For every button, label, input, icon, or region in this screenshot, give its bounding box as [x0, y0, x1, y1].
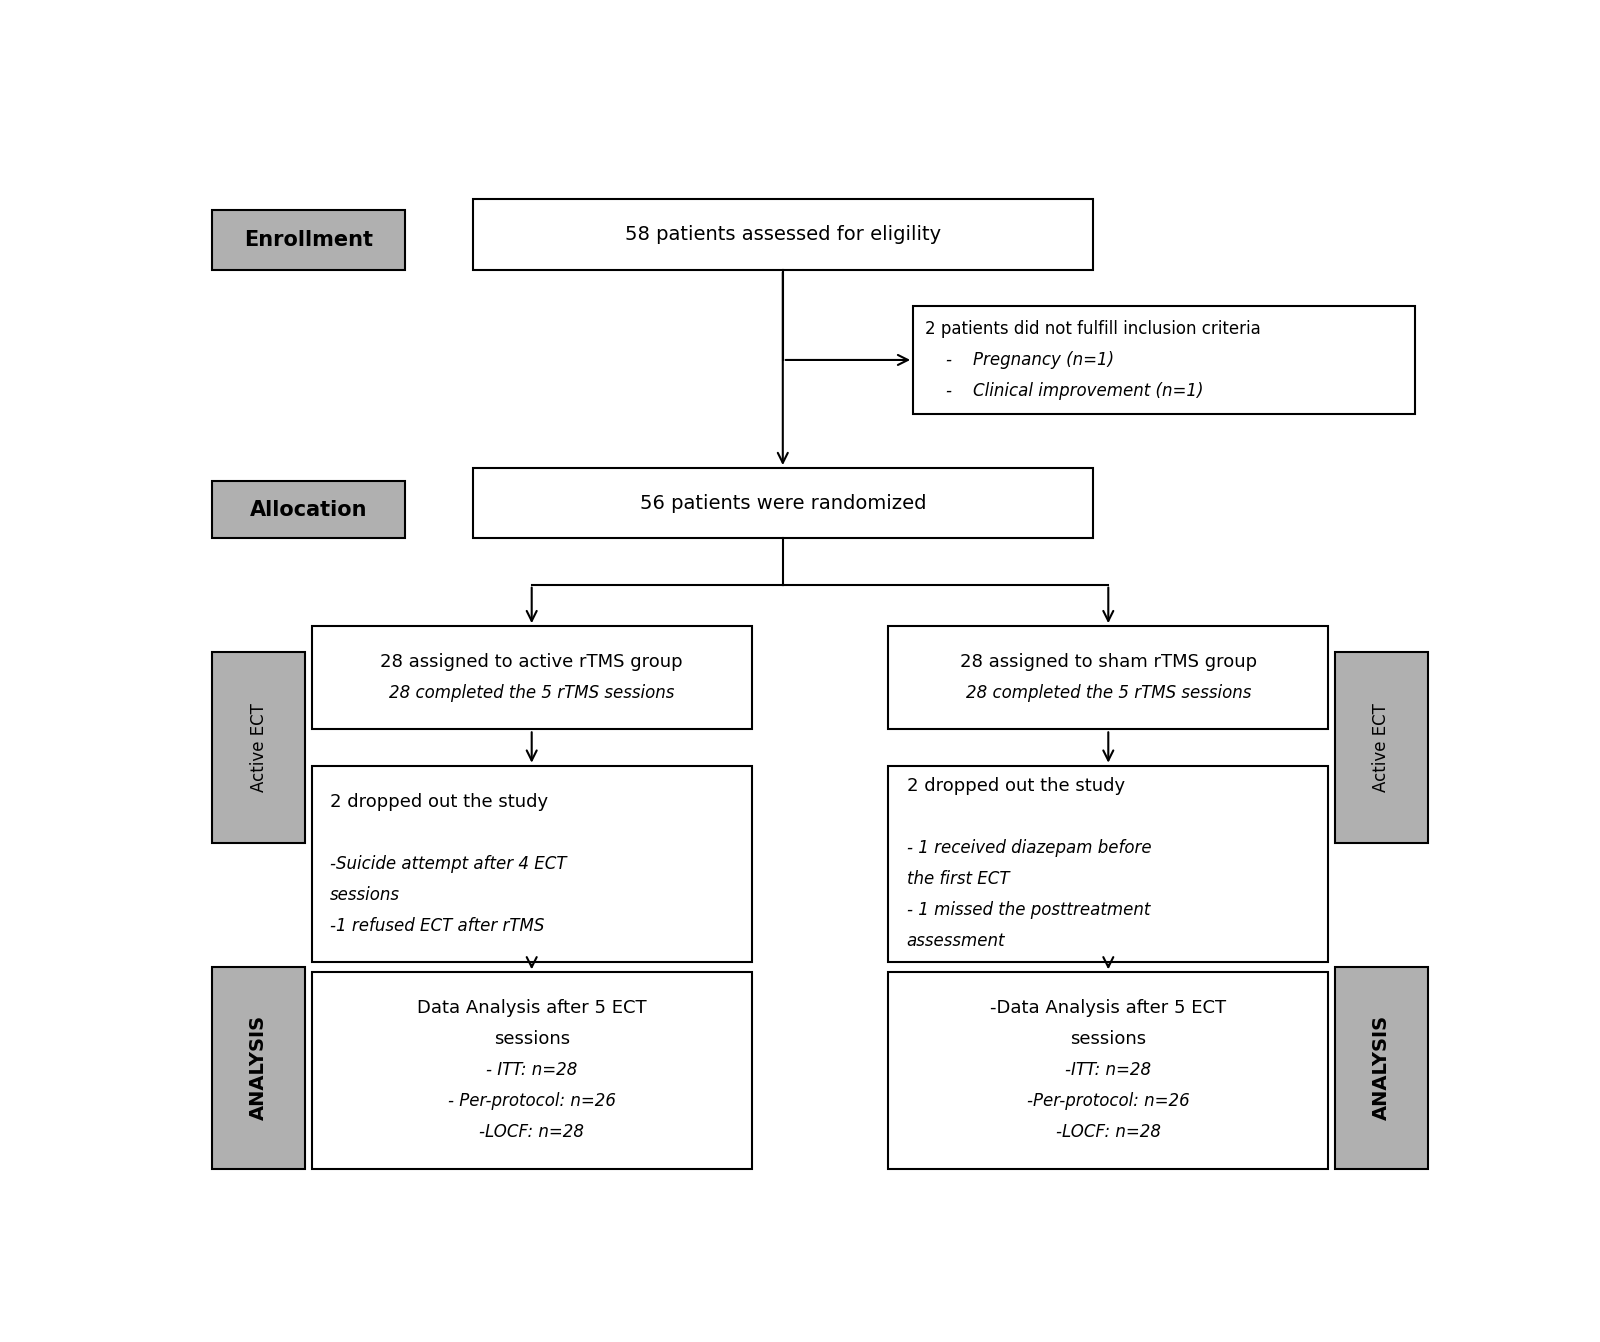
Text: 2 dropped out the study: 2 dropped out the study: [330, 793, 549, 811]
Bar: [888, 972, 1328, 1169]
Text: Active ECT: Active ECT: [250, 703, 267, 792]
Text: -Suicide attempt after 4 ECT: -Suicide attempt after 4 ECT: [330, 855, 566, 872]
Text: -    Clinical improvement (n=1): - Clinical improvement (n=1): [925, 382, 1203, 400]
Text: - 1 missed the posttreatment: - 1 missed the posttreatment: [907, 902, 1150, 919]
Bar: [312, 972, 752, 1169]
Text: Data Analysis after 5 ECT: Data Analysis after 5 ECT: [418, 1000, 646, 1017]
Bar: [474, 468, 1093, 538]
Text: Active ECT: Active ECT: [1373, 703, 1390, 792]
Text: 28 assigned to sham rTMS group: 28 assigned to sham rTMS group: [960, 654, 1258, 671]
Text: sessions: sessions: [330, 886, 400, 903]
Bar: [1334, 652, 1427, 843]
Text: -LOCF: n=28: -LOCF: n=28: [480, 1123, 584, 1142]
Text: ANALYSIS: ANALYSIS: [250, 1016, 269, 1121]
Text: 2 patients did not fulfill inclusion criteria: 2 patients did not fulfill inclusion cri…: [925, 319, 1261, 338]
Text: -1 refused ECT after rTMS: -1 refused ECT after rTMS: [330, 917, 544, 935]
Text: -Data Analysis after 5 ECT: -Data Analysis after 5 ECT: [990, 1000, 1226, 1017]
Text: Enrollment: Enrollment: [243, 229, 373, 250]
Text: 28 completed the 5 rTMS sessions: 28 completed the 5 rTMS sessions: [966, 684, 1251, 702]
Bar: [213, 968, 306, 1169]
Bar: [213, 482, 405, 538]
Bar: [312, 765, 752, 962]
Text: 2 dropped out the study: 2 dropped out the study: [907, 777, 1125, 796]
Text: 58 patients assessed for eligility: 58 patients assessed for eligility: [624, 225, 941, 244]
Text: - Per-protocol: n=26: - Per-protocol: n=26: [448, 1092, 616, 1110]
Text: 28 assigned to active rTMS group: 28 assigned to active rTMS group: [381, 654, 683, 671]
Text: 28 completed the 5 rTMS sessions: 28 completed the 5 rTMS sessions: [389, 684, 674, 702]
Bar: [888, 625, 1328, 730]
Text: -LOCF: n=28: -LOCF: n=28: [1056, 1123, 1162, 1142]
Bar: [312, 625, 752, 730]
Text: Allocation: Allocation: [250, 499, 368, 519]
Text: sessions: sessions: [1070, 1031, 1146, 1048]
Text: sessions: sessions: [494, 1031, 570, 1048]
Text: the first ECT: the first ECT: [907, 870, 1010, 888]
Bar: [213, 209, 405, 270]
Text: 56 patients were randomized: 56 patients were randomized: [640, 494, 926, 513]
Bar: [213, 652, 306, 843]
Text: -ITT: n=28: -ITT: n=28: [1066, 1062, 1152, 1079]
Text: assessment: assessment: [907, 933, 1005, 950]
Text: - 1 received diazepam before: - 1 received diazepam before: [907, 839, 1152, 858]
Bar: [914, 306, 1416, 415]
Bar: [474, 199, 1093, 270]
Text: - ITT: n=28: - ITT: n=28: [486, 1062, 578, 1079]
Text: -Per-protocol: n=26: -Per-protocol: n=26: [1027, 1092, 1190, 1110]
Bar: [1334, 968, 1427, 1169]
Text: -    Pregnancy (n=1): - Pregnancy (n=1): [925, 352, 1115, 369]
Text: ANALYSIS: ANALYSIS: [1371, 1016, 1390, 1121]
Bar: [888, 765, 1328, 962]
